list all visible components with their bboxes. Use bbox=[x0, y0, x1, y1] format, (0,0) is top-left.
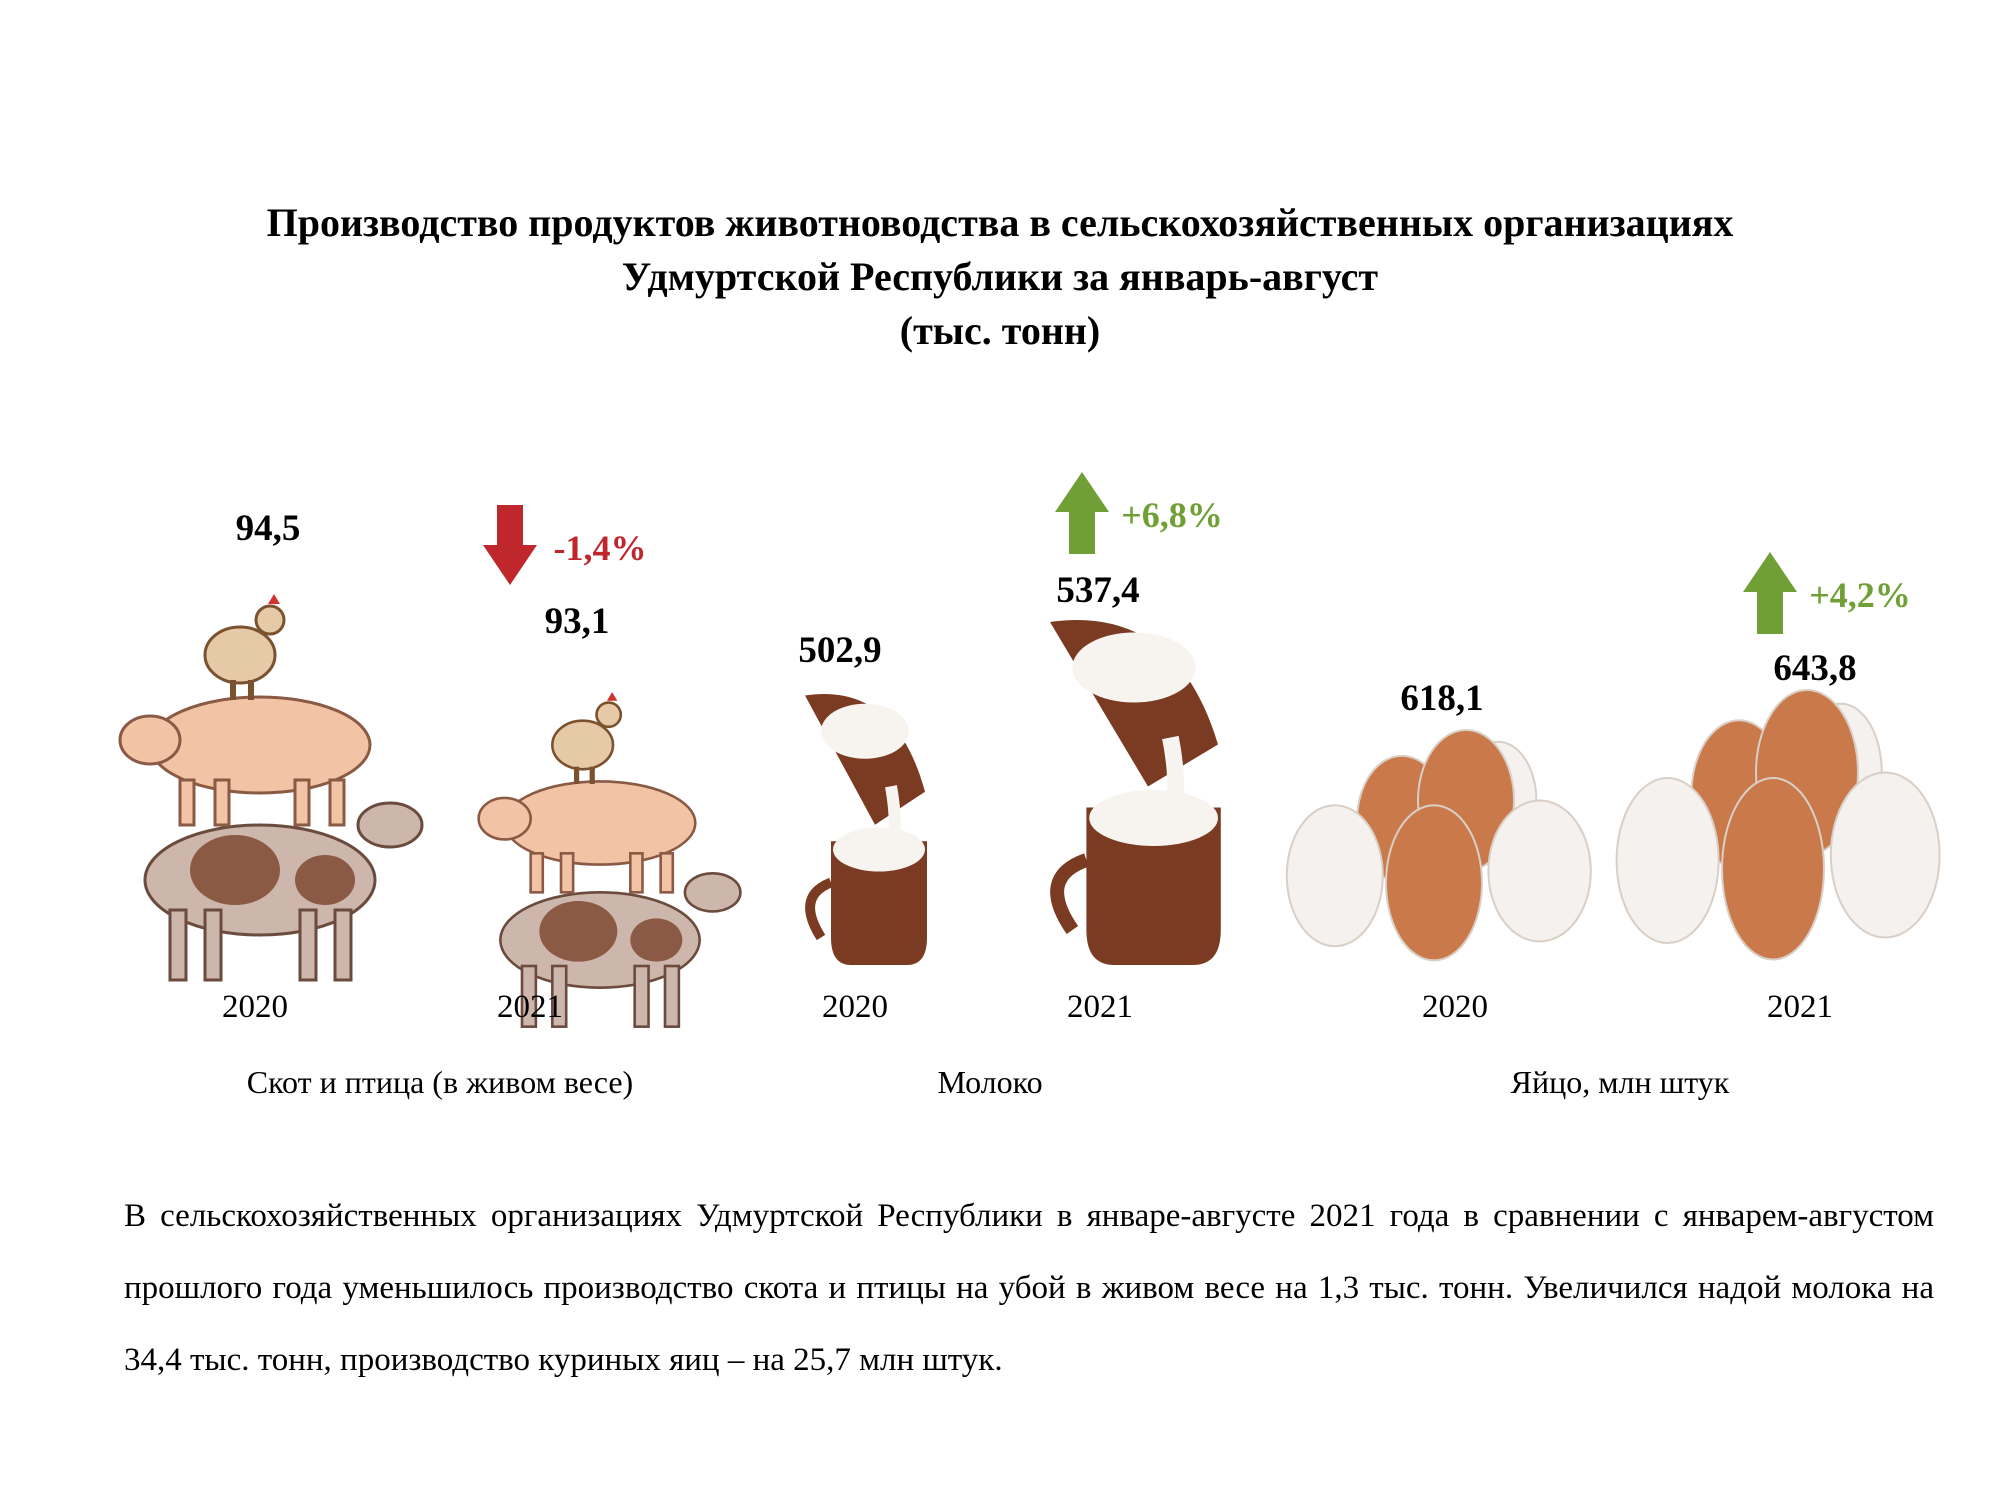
cow-leg bbox=[203, 908, 223, 982]
cup bbox=[1086, 807, 1221, 965]
pig-leg bbox=[178, 778, 196, 827]
chart-title: Производство продуктов животноводства в … bbox=[0, 196, 2000, 358]
change-label: +6,8% bbox=[1121, 495, 1223, 535]
livestock-picture bbox=[118, 594, 424, 982]
pig-leg bbox=[559, 852, 575, 894]
cow-leg bbox=[298, 908, 318, 982]
arrow-head bbox=[1743, 552, 1797, 592]
year-label: 2021 bbox=[1067, 989, 1133, 1025]
chicken-leg bbox=[230, 680, 236, 700]
pig-head bbox=[118, 714, 182, 766]
cow-spot bbox=[190, 835, 280, 905]
chicken-head bbox=[595, 701, 623, 729]
chicken-head bbox=[254, 604, 286, 636]
egg bbox=[1615, 777, 1720, 944]
eggs-picture bbox=[1285, 729, 1592, 962]
livestock-picture bbox=[477, 692, 742, 1028]
value-label: 643,8 bbox=[1773, 648, 1856, 689]
pig-head bbox=[477, 796, 532, 841]
group-label: Яйцо, млн штук bbox=[1511, 1064, 1730, 1100]
eggs-picture bbox=[1615, 689, 1941, 961]
summary-text: В сельскохозяйственных организациях Удму… bbox=[124, 1198, 1934, 1378]
pig-leg bbox=[213, 778, 231, 827]
value-label: 537,4 bbox=[1056, 570, 1139, 611]
pig-leg bbox=[659, 852, 675, 894]
cow-leg bbox=[333, 908, 353, 982]
arrow-head bbox=[1055, 472, 1109, 512]
increase-arrow-icon bbox=[1055, 472, 1109, 554]
egg bbox=[1487, 799, 1592, 943]
arrow-shaft bbox=[497, 505, 523, 547]
title-line-2: Удмуртской Республики за январь-август bbox=[621, 254, 1379, 299]
increase-arrow-icon bbox=[1743, 552, 1797, 634]
value-label: 618,1 bbox=[1400, 678, 1483, 719]
jug-milk bbox=[1072, 632, 1196, 703]
arrow-head bbox=[483, 545, 537, 585]
chicken-comb bbox=[268, 594, 280, 604]
title-line-3: (тыс. тонн) bbox=[899, 308, 1101, 353]
milk-picture bbox=[980, 615, 1260, 965]
milk-picture bbox=[755, 690, 955, 965]
cow-spot bbox=[630, 918, 683, 962]
value-label: 502,9 bbox=[798, 630, 881, 671]
change-label: -1,4% bbox=[554, 528, 647, 568]
value-label: 93,1 bbox=[545, 601, 610, 642]
arrow-shaft bbox=[1069, 510, 1095, 554]
cow-head bbox=[356, 801, 424, 849]
pig-leg bbox=[293, 778, 311, 827]
year-label: 2020 bbox=[822, 989, 888, 1025]
cow-leg bbox=[633, 964, 650, 1028]
cup-handle bbox=[805, 877, 834, 941]
value-label: 94,5 bbox=[236, 508, 301, 549]
cow-head bbox=[683, 871, 742, 913]
cup-milk bbox=[1089, 790, 1218, 846]
cow-leg bbox=[168, 908, 188, 982]
chicken-comb bbox=[606, 692, 618, 701]
egg bbox=[1385, 804, 1483, 962]
cow-spot bbox=[539, 901, 618, 962]
group-label: Молоко bbox=[937, 1064, 1042, 1100]
chicken-leg bbox=[589, 766, 595, 784]
title-line-1: Производство продуктов животноводства в … bbox=[266, 200, 1734, 245]
cow-leg bbox=[520, 964, 538, 1028]
arrow-shaft bbox=[1757, 590, 1783, 634]
summary-paragraph: В сельскохозяйственных организациях Удму… bbox=[124, 1180, 1934, 1396]
chicken-body bbox=[551, 719, 615, 771]
pig-leg bbox=[328, 778, 346, 827]
year-label: 2021 bbox=[1767, 989, 1833, 1025]
chicken-leg bbox=[574, 766, 580, 784]
cup-milk bbox=[833, 827, 925, 872]
year-label: 2020 bbox=[222, 989, 288, 1025]
egg bbox=[1829, 771, 1941, 939]
chicken-leg bbox=[248, 680, 254, 700]
cow-spot bbox=[295, 855, 355, 905]
jug-milk bbox=[821, 703, 909, 759]
cow-leg bbox=[663, 964, 681, 1028]
egg bbox=[1721, 777, 1825, 961]
cow-leg bbox=[551, 964, 568, 1028]
decrease-arrow-icon bbox=[483, 505, 537, 585]
chicken-body bbox=[203, 625, 277, 685]
year-label: 2021 bbox=[497, 989, 563, 1025]
year-label: 2020 bbox=[1422, 989, 1488, 1025]
change-label: +4,2% bbox=[1809, 575, 1911, 615]
group-label: Скот и птица (в живом весе) bbox=[247, 1064, 633, 1100]
egg bbox=[1285, 804, 1384, 948]
pig-leg bbox=[529, 852, 545, 894]
pig-leg bbox=[629, 852, 644, 894]
cup-handle bbox=[1050, 853, 1089, 934]
chart-area: 2020 2021 94,5 93,1 -1,4% Скот и птица (в жив… bbox=[118, 472, 1941, 1100]
cup bbox=[831, 841, 927, 965]
